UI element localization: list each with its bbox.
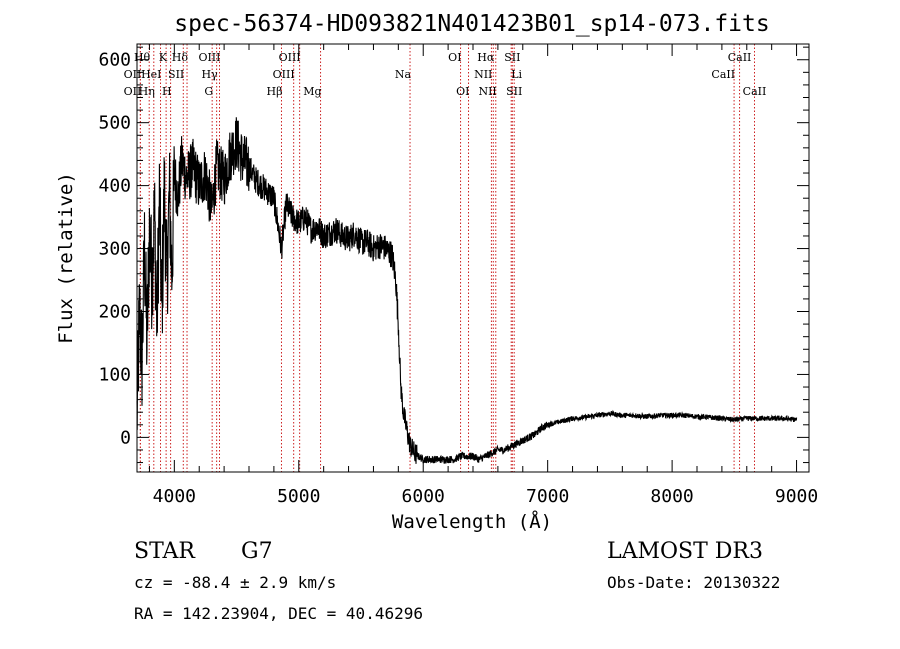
x-tick-label: 9000 [775, 486, 818, 507]
spectral-line-label: Hθ [134, 51, 151, 64]
x-tick-label: 6000 [402, 486, 445, 507]
spectrum-info: STAR G7 cz = -88.4 ± 2.9 km/s RA = 142.2… [134, 539, 780, 623]
object-class: STAR [134, 539, 196, 564]
y-tick-label: 0 [120, 427, 131, 448]
spectral-line-label: OIII [198, 51, 220, 64]
spectral-line-label: CaII [743, 85, 767, 98]
spectral-line-label: SII [506, 85, 522, 98]
spectral-line-label: Li [511, 68, 522, 81]
object-subclass: G7 [241, 539, 273, 564]
spectral-line-label: K [159, 51, 168, 64]
spectral-line-label: Na [395, 68, 412, 81]
spectral-line-label: Hβ [267, 85, 283, 98]
y-tick-label: 300 [98, 239, 131, 260]
coordinates-text: RA = 142.23904, DEC = 40.46296 [134, 604, 423, 623]
y-tick-label: 400 [98, 176, 131, 197]
spectral-line-labels: OIIOIIHθHηHeIKHSIIHδGHγOIIIHβOIIIOIIIMgN… [124, 51, 767, 98]
spectral-line-label: SII [168, 68, 184, 81]
spectral-line-label: Mg [303, 85, 321, 98]
spectral-line-label: OIII [273, 68, 295, 81]
spectral-line-label: HeI [141, 68, 161, 81]
redshift-text: cz = -88.4 ± 2.9 km/s [134, 573, 336, 592]
flux-series-line [136, 117, 798, 465]
spectral-line-label: H [162, 85, 172, 98]
y-tick-label: 100 [98, 364, 131, 385]
x-tick-label: 4000 [153, 486, 196, 507]
y-tick-label: 200 [98, 302, 131, 323]
spectral-line-label: CaII [728, 51, 752, 64]
spectral-line-label: Hδ [172, 51, 189, 64]
spectral-line-label: Hα [477, 51, 495, 64]
spectral-line-label: CaII [711, 68, 735, 81]
x-axis: 4000 5000 6000 7000 8000 9000 [148, 44, 818, 507]
survey-name: LAMOST DR3 [607, 539, 763, 564]
x-axis-label: Wavelength (Å) [392, 510, 552, 533]
y-tick-label: 500 [98, 113, 131, 134]
spectral-line-label: OI [448, 51, 461, 64]
plot-frame [136, 43, 810, 473]
x-tick-label: 8000 [650, 486, 693, 507]
y-axis: 0 100 200 300 400 500 600 [98, 46, 809, 464]
chart-title: spec-56374-HD093821N401423B01_sp14-073.f… [174, 11, 769, 37]
spectral-line-label: G [204, 85, 213, 98]
spectral-line-label: NII [474, 68, 492, 81]
observation-date: Obs-Date: 20130322 [607, 573, 780, 592]
y-tick-label: 600 [98, 50, 131, 71]
spectral-line-label: OIII [279, 51, 301, 64]
spectral-line-label: Hγ [201, 68, 218, 81]
spectral-line-label: SII [504, 51, 520, 64]
y-axis-label: Flux (relative) [55, 172, 77, 344]
spectral-line-label: Hη [139, 85, 155, 98]
spectral-line-label: OI [456, 85, 469, 98]
spectral-line-label: NII [478, 85, 496, 98]
x-tick-label: 7000 [526, 486, 569, 507]
x-tick-label: 5000 [277, 486, 320, 507]
spectral-line-markers [139, 44, 755, 472]
